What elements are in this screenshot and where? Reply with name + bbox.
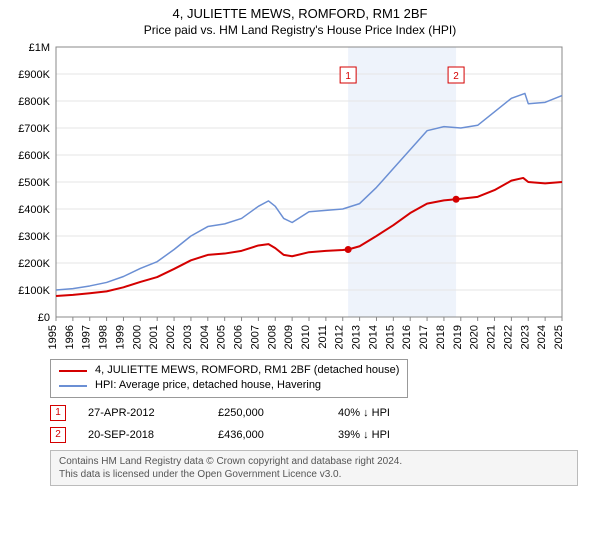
svg-text:£1M: £1M — [29, 43, 50, 54]
legend: 4, JULIETTE MEWS, ROMFORD, RM1 2BF (deta… — [50, 359, 408, 398]
transaction-date: 27-APR-2012 — [88, 407, 218, 419]
svg-text:2013: 2013 — [351, 325, 363, 349]
footer-line-2: This data is licensed under the Open Gov… — [59, 468, 569, 481]
line-chart: £0 £100K £200K £300K £400K £500K £600K £700K £80… — [12, 43, 572, 353]
svg-text:1998: 1998 — [98, 325, 110, 349]
footer-line-1: Contains HM Land Registry data © Crown c… — [59, 455, 569, 468]
svg-text:2001: 2001 — [148, 325, 160, 349]
chart-subtitle: Price paid vs. HM Land Registry's House … — [12, 23, 588, 37]
svg-text:2006: 2006 — [233, 325, 245, 349]
svg-text:£700K: £700K — [18, 123, 50, 135]
transaction-price: £250,000 — [218, 407, 338, 419]
transaction-row: 2 20-SEP-2018£436,00039% ↓ HPI — [50, 424, 588, 446]
transaction-pct: 40% ↓ HPI — [338, 407, 458, 419]
svg-text:2016: 2016 — [401, 325, 413, 349]
license-footer: Contains HM Land Registry data © Crown c… — [50, 450, 578, 486]
svg-text:2008: 2008 — [266, 325, 278, 349]
svg-text:£400K: £400K — [18, 204, 50, 216]
svg-text:2024: 2024 — [536, 325, 548, 349]
transaction-table: 1 27-APR-2012£250,00040% ↓ HPI 2 20-SEP-201… — [50, 402, 588, 446]
svg-text:£200K: £200K — [18, 258, 50, 270]
svg-text:£500K: £500K — [18, 177, 50, 189]
marker-square: 1 — [50, 405, 66, 421]
chart-title: 4, JULIETTE MEWS, ROMFORD, RM1 2BF — [12, 6, 588, 21]
svg-text:1995: 1995 — [47, 325, 59, 349]
legend-item: 4, JULIETTE MEWS, ROMFORD, RM1 2BF (deta… — [59, 363, 399, 378]
chart-area: £0 £100K £200K £300K £400K £500K £600K £700K £80… — [12, 43, 588, 353]
svg-text:£600K: £600K — [18, 150, 50, 162]
svg-text:2019: 2019 — [452, 325, 464, 349]
svg-text:2018: 2018 — [435, 325, 447, 349]
svg-text:1997: 1997 — [81, 325, 93, 349]
marker-square: 2 — [50, 427, 66, 443]
svg-text:2007: 2007 — [249, 325, 261, 349]
transaction-row: 1 27-APR-2012£250,00040% ↓ HPI — [50, 402, 588, 424]
svg-text:2002: 2002 — [165, 325, 177, 349]
svg-text:2023: 2023 — [519, 325, 531, 349]
legend-item: HPI: Average price, detached house, Have… — [59, 378, 399, 393]
svg-text:2021: 2021 — [486, 325, 498, 349]
legend-swatch — [59, 385, 87, 387]
svg-text:1: 1 — [345, 71, 351, 82]
svg-text:2005: 2005 — [216, 325, 228, 349]
svg-text:£800K: £800K — [18, 96, 50, 108]
legend-label: 4, JULIETTE MEWS, ROMFORD, RM1 2BF (deta… — [95, 363, 399, 378]
legend-label: HPI: Average price, detached house, Have… — [95, 378, 321, 393]
svg-text:2025: 2025 — [553, 325, 565, 349]
svg-text:2: 2 — [453, 71, 459, 82]
svg-text:1999: 1999 — [114, 325, 126, 349]
transaction-date: 20-SEP-2018 — [88, 429, 218, 441]
svg-text:£900K: £900K — [18, 69, 50, 81]
transaction-price: £436,000 — [218, 429, 338, 441]
svg-text:2022: 2022 — [502, 325, 514, 349]
svg-text:2010: 2010 — [300, 325, 312, 349]
svg-text:2015: 2015 — [384, 325, 396, 349]
transaction-pct: 39% ↓ HPI — [338, 429, 458, 441]
svg-text:2009: 2009 — [283, 325, 295, 349]
svg-text:2020: 2020 — [469, 325, 481, 349]
svg-text:£0: £0 — [38, 312, 50, 324]
svg-text:2003: 2003 — [182, 325, 194, 349]
svg-text:2017: 2017 — [418, 325, 430, 349]
legend-swatch — [59, 370, 87, 372]
svg-text:£100K: £100K — [18, 285, 50, 297]
svg-text:2011: 2011 — [317, 325, 329, 349]
svg-text:£300K: £300K — [18, 231, 50, 243]
svg-text:1996: 1996 — [64, 325, 76, 349]
svg-text:2014: 2014 — [367, 325, 379, 349]
svg-text:2004: 2004 — [199, 325, 211, 349]
svg-text:2000: 2000 — [131, 325, 143, 349]
svg-text:2012: 2012 — [334, 325, 346, 349]
